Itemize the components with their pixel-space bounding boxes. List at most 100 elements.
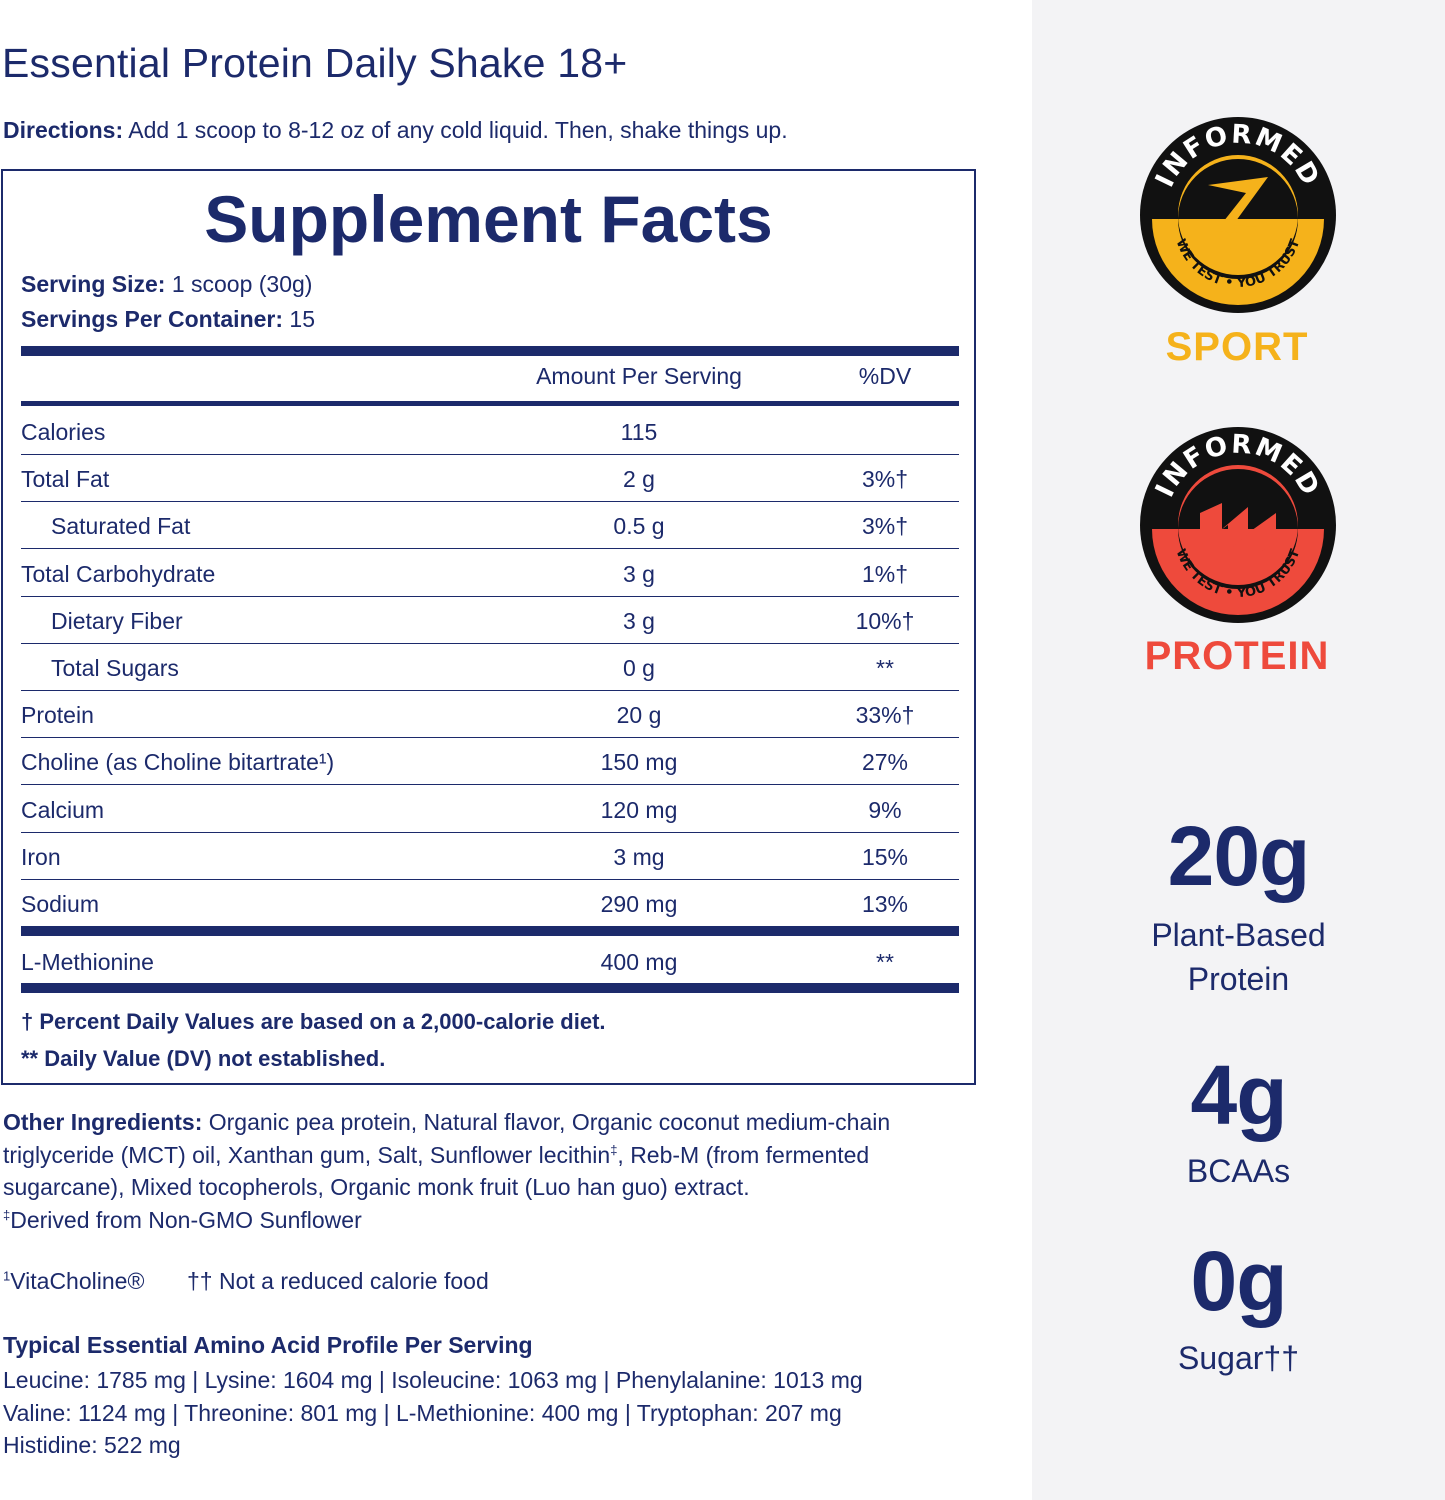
row-divider — [21, 878, 959, 880]
nutrient-name: Total Sugars — [51, 655, 179, 681]
protein-stat-value: 20g — [1167, 809, 1311, 903]
row-divider — [21, 690, 959, 691]
nutrient-name: L-Methionine — [21, 949, 154, 975]
row-divider — [21, 454, 959, 455]
footnote-not-established: ** Daily Value (DV) not established. — [21, 1046, 386, 1071]
nutrient-name: Calories — [21, 419, 106, 445]
protein-stat-label-1: Plant-Based — [1151, 917, 1326, 953]
product-title: Essential Protein Daily Shake 18+ — [2, 40, 628, 86]
facts-row: Saturated Fat 0.5 g 3%† — [21, 501, 959, 548]
nutrient-amount: 120 mg — [600, 796, 678, 823]
nutrient-name: Total Fat — [21, 466, 110, 493]
nutrient-name: Protein — [21, 702, 94, 729]
directions-label: Directions: — [3, 117, 124, 143]
runner-icon — [1208, 177, 1268, 265]
nutrient-amount: 3 mg — [613, 843, 665, 870]
note-vitacholine: 1VitaCholine® — [3, 1268, 144, 1295]
divider-thick — [21, 983, 959, 993]
informed-sport-logo: INFORMED WE TEST • YOU TRUST — [1140, 117, 1336, 313]
nutrient-dv: 27% — [861, 749, 909, 776]
nutrient-amount: 3 g — [623, 607, 655, 634]
amount-header: Amount Per Serving — [536, 363, 742, 389]
servings-per-container: Servings Per Container: 15 — [21, 306, 315, 333]
row-divider — [21, 501, 959, 503]
nutrient-dv: 13% — [861, 891, 909, 917]
nutrient-dv: 3%† — [861, 466, 909, 493]
nutrient-name: Saturated Fat — [51, 513, 191, 540]
bcaa-stat-label: BCAAs — [1186, 1153, 1291, 1189]
amino-title: Typical Essential Amino Acid Profile Per… — [3, 1332, 533, 1358]
facts-row-methionine: L-Methionine 400 mg ** — [21, 937, 959, 984]
amino-line-3: Histidine: 522 mg — [3, 1432, 181, 1458]
row-divider — [21, 642, 959, 644]
nutrient-amount: 20 g — [616, 702, 662, 729]
nutrient-dv: ** — [876, 949, 894, 975]
amino-line-1: Leucine: 1785 mg | Lysine: 1604 mg | Iso… — [3, 1367, 863, 1393]
supplement-facts-panel: Supplement Facts Serving Size: 1 scoop (… — [1, 169, 976, 1085]
nutrient-dv: 33%† — [855, 702, 915, 729]
row-divider — [21, 595, 959, 597]
nutrient-amount: 290 mg — [600, 891, 678, 917]
sugar-stat-value: 0g — [1190, 1234, 1287, 1328]
sugar-stat-label: Sugar†† — [1178, 1340, 1299, 1376]
note-1-sup: 1 — [3, 1268, 11, 1284]
facts-row: Choline (as Choline bitartrate¹) 150 mg 27… — [21, 737, 959, 784]
ingredients-sup-1: ‡ — [610, 1141, 618, 1157]
servings-value: 15 — [283, 306, 316, 332]
informed-protein-logo: INFORMED WE TEST • YOU TRUST — [1140, 427, 1336, 623]
ingredients-text-3: Derived from Non-GMO Sunflower — [10, 1206, 362, 1233]
nutrient-name: Iron — [21, 843, 61, 870]
divider-thick — [21, 926, 959, 936]
nutrient-dv: 3%† — [861, 513, 909, 540]
serving-size-label: Serving Size: — [21, 271, 166, 297]
facts-row: Calories 115 — [21, 407, 959, 454]
nutrient-amount: 3 g — [623, 560, 655, 587]
facts-row: Calcium 120 mg 9% — [21, 785, 959, 832]
nutrient-name: Calcium — [21, 796, 105, 823]
nutrient-amount: 2 g — [623, 466, 655, 493]
label-panel: Essential Protein Daily Shake 18+ Direct… — [1, 40, 993, 1462]
directions: Directions: Add 1 scoop to 8-12 oz of an… — [3, 117, 788, 144]
ingredients-text-1: Organic pea protein, Natural flavor, Org… — [3, 1109, 891, 1168]
bcaa-stat-value: 4g — [1190, 1048, 1287, 1142]
facts-row: Total Carbohydrate 3 g 1%† — [21, 549, 959, 596]
protein-label: PROTEIN — [1144, 634, 1330, 678]
protein-stat-label-2: Protein — [1187, 961, 1290, 997]
facts-row: Iron 3 mg 15% — [21, 832, 959, 879]
nutrient-name: Total Carbohydrate — [21, 560, 216, 587]
ingredients-sup-2: ‡ — [3, 1206, 11, 1222]
nutrient-name: Choline (as Choline bitartrate¹) — [21, 749, 335, 776]
nutrient-name: Sodium — [21, 891, 99, 917]
footnote-dv: † Percent Daily Values are based on a 2,… — [21, 1009, 606, 1034]
nutrient-amount: 0.5 g — [613, 513, 665, 540]
nutrient-amount: 115 — [620, 419, 658, 445]
row-divider — [21, 548, 959, 550]
sport-label: SPORT — [1165, 325, 1309, 369]
ingredients-label: Other Ingredients: — [3, 1109, 203, 1135]
nutrient-amount: 150 mg — [600, 749, 678, 776]
note-1-text: VitaCholine® — [10, 1268, 145, 1294]
nutrient-dv: 1%† — [861, 560, 909, 587]
ingredients-text-2: , Reb-M (from fermented sugarcane), Mixe… — [3, 1141, 870, 1201]
nutrient-amount: 0 g — [623, 655, 655, 681]
amino-profile: Leucine: 1785 mg | Lysine: 1604 mg | Iso… — [3, 1364, 993, 1462]
row-divider — [21, 831, 959, 833]
servings-label: Servings Per Container: — [21, 306, 284, 332]
facts-row: Total Fat 2 g 3%† — [21, 454, 959, 501]
serving-size: Serving Size: 1 scoop (30g) — [21, 271, 312, 298]
nutrient-dv: 10%† — [855, 607, 915, 634]
nutrient-dv: 15% — [861, 843, 909, 870]
serving-size-value: 1 scoop (30g) — [165, 271, 313, 297]
nutrient-dv: ** — [876, 655, 894, 681]
row-divider — [21, 784, 959, 786]
divider-medium — [21, 401, 959, 406]
facts-title: Supplement Facts — [204, 182, 773, 256]
nutrient-name: Dietary Fiber — [51, 607, 183, 634]
dv-header: %DV — [858, 363, 912, 389]
facts-row: Total Sugars 0 g ** — [21, 643, 959, 690]
other-ingredients: Other Ingredients: Organic pea protein, … — [3, 1106, 993, 1236]
row-divider — [21, 737, 959, 739]
nutrient-dv: 9% — [868, 796, 902, 823]
directions-text: Add 1 scoop to 8-12 oz of any cold liqui… — [123, 117, 788, 143]
protein-mark-icon — [1200, 503, 1276, 555]
